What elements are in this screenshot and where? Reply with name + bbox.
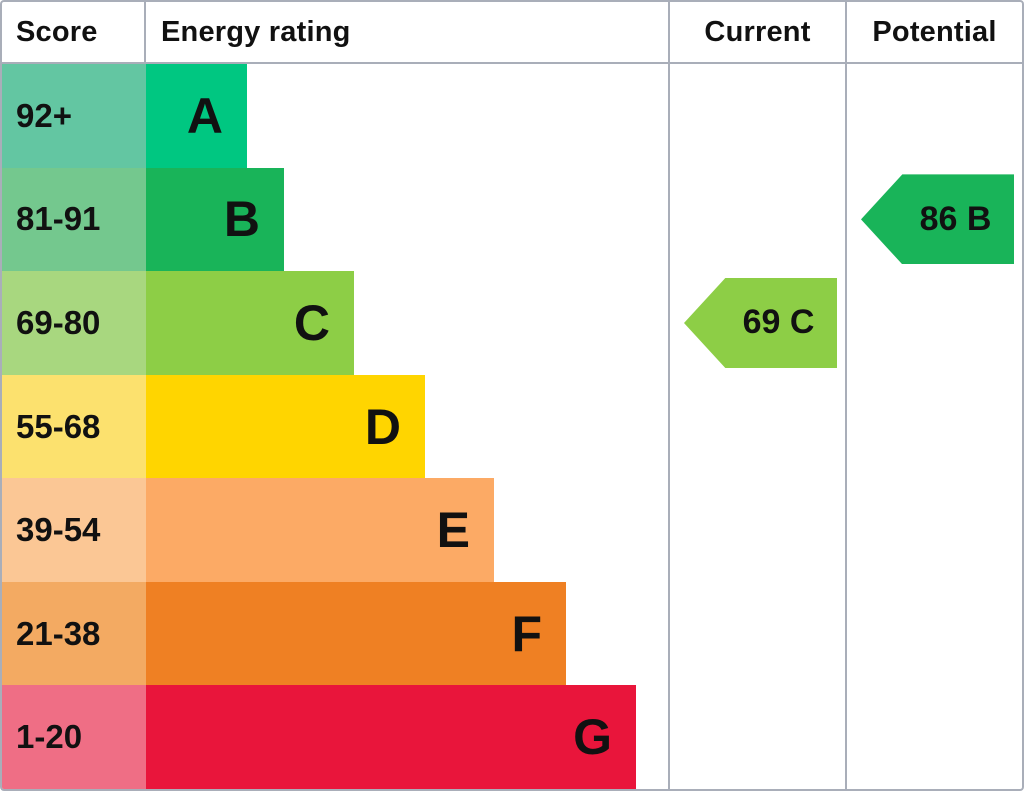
current-cell-d	[668, 374, 845, 479]
rating-letter-e: E	[436, 502, 470, 559]
bar-cell-b: B	[146, 167, 668, 272]
header-energy-rating: Energy rating	[161, 15, 351, 48]
potential-cell-b: 86 B	[845, 167, 1022, 272]
rating-bar-d: D	[146, 374, 425, 479]
rating-bar-c: C	[146, 271, 354, 375]
bar-cell-f: F	[146, 581, 668, 686]
potential-arrow-label: 86 B	[919, 199, 992, 238]
band-row-b: 81-91 B 86 B	[2, 167, 1022, 272]
bar-cell-a: A	[146, 64, 668, 168]
current-cell-e	[668, 478, 845, 582]
score-cell-g: 1-20	[2, 685, 146, 789]
bar-cell-c: C	[146, 271, 668, 375]
epc-header-row: Score Energy rating Current Potential	[2, 2, 1022, 64]
current-arrow-label: 69 C	[742, 303, 815, 342]
band-row-e: 39-54 E	[2, 478, 1022, 582]
current-cell-g	[668, 685, 845, 789]
bar-cell-d: D	[146, 374, 668, 479]
score-cell-f: 21-38	[2, 581, 146, 686]
bar-cell-e: E	[146, 478, 668, 582]
current-cell-a	[668, 64, 845, 168]
rating-bar-a: A	[146, 64, 247, 168]
band-row-g: 1-20 G	[2, 685, 1022, 789]
current-cell-f	[668, 581, 845, 686]
rating-bar-f: F	[146, 581, 566, 686]
current-arrow: 69 C	[684, 277, 837, 368]
potential-arrow: 86 B	[861, 174, 1014, 265]
header-potential: Potential	[845, 2, 1022, 62]
potential-cell-g	[845, 685, 1022, 789]
score-cell-e: 39-54	[2, 478, 146, 582]
potential-cell-e	[845, 478, 1022, 582]
score-cell-c: 69-80	[2, 271, 146, 375]
current-cell-b	[668, 167, 845, 272]
rating-bar-b: B	[146, 167, 284, 272]
rating-bar-e: E	[146, 478, 494, 582]
potential-cell-a	[845, 64, 1022, 168]
score-cell-b: 81-91	[2, 167, 146, 272]
band-row-a: 92+ A	[2, 64, 1022, 168]
header-current: Current	[668, 2, 845, 62]
rating-letter-d: D	[364, 398, 401, 455]
potential-cell-d	[845, 374, 1022, 479]
rating-letter-b: B	[223, 191, 260, 248]
potential-cell-f	[845, 581, 1022, 686]
epc-body: 92+ A 81-91 B 86 B 69-80 C 69 C 55-68 D 39-54 E 21-3…	[2, 64, 1022, 789]
bar-cell-g: G	[146, 685, 668, 789]
rating-bar-g: G	[146, 685, 636, 789]
rating-letter-g: G	[573, 709, 612, 766]
score-cell-a: 92+	[2, 64, 146, 168]
rating-letter-a: A	[186, 87, 223, 144]
score-cell-d: 55-68	[2, 374, 146, 479]
rating-letter-f: F	[511, 605, 542, 662]
potential-cell-c	[845, 271, 1022, 375]
current-cell-c: 69 C	[668, 271, 845, 375]
header-score: Score	[2, 2, 146, 62]
rating-letter-c: C	[293, 294, 330, 351]
band-row-d: 55-68 D	[2, 374, 1022, 479]
band-row-f: 21-38 F	[2, 581, 1022, 686]
band-row-c: 69-80 C 69 C	[2, 271, 1022, 375]
